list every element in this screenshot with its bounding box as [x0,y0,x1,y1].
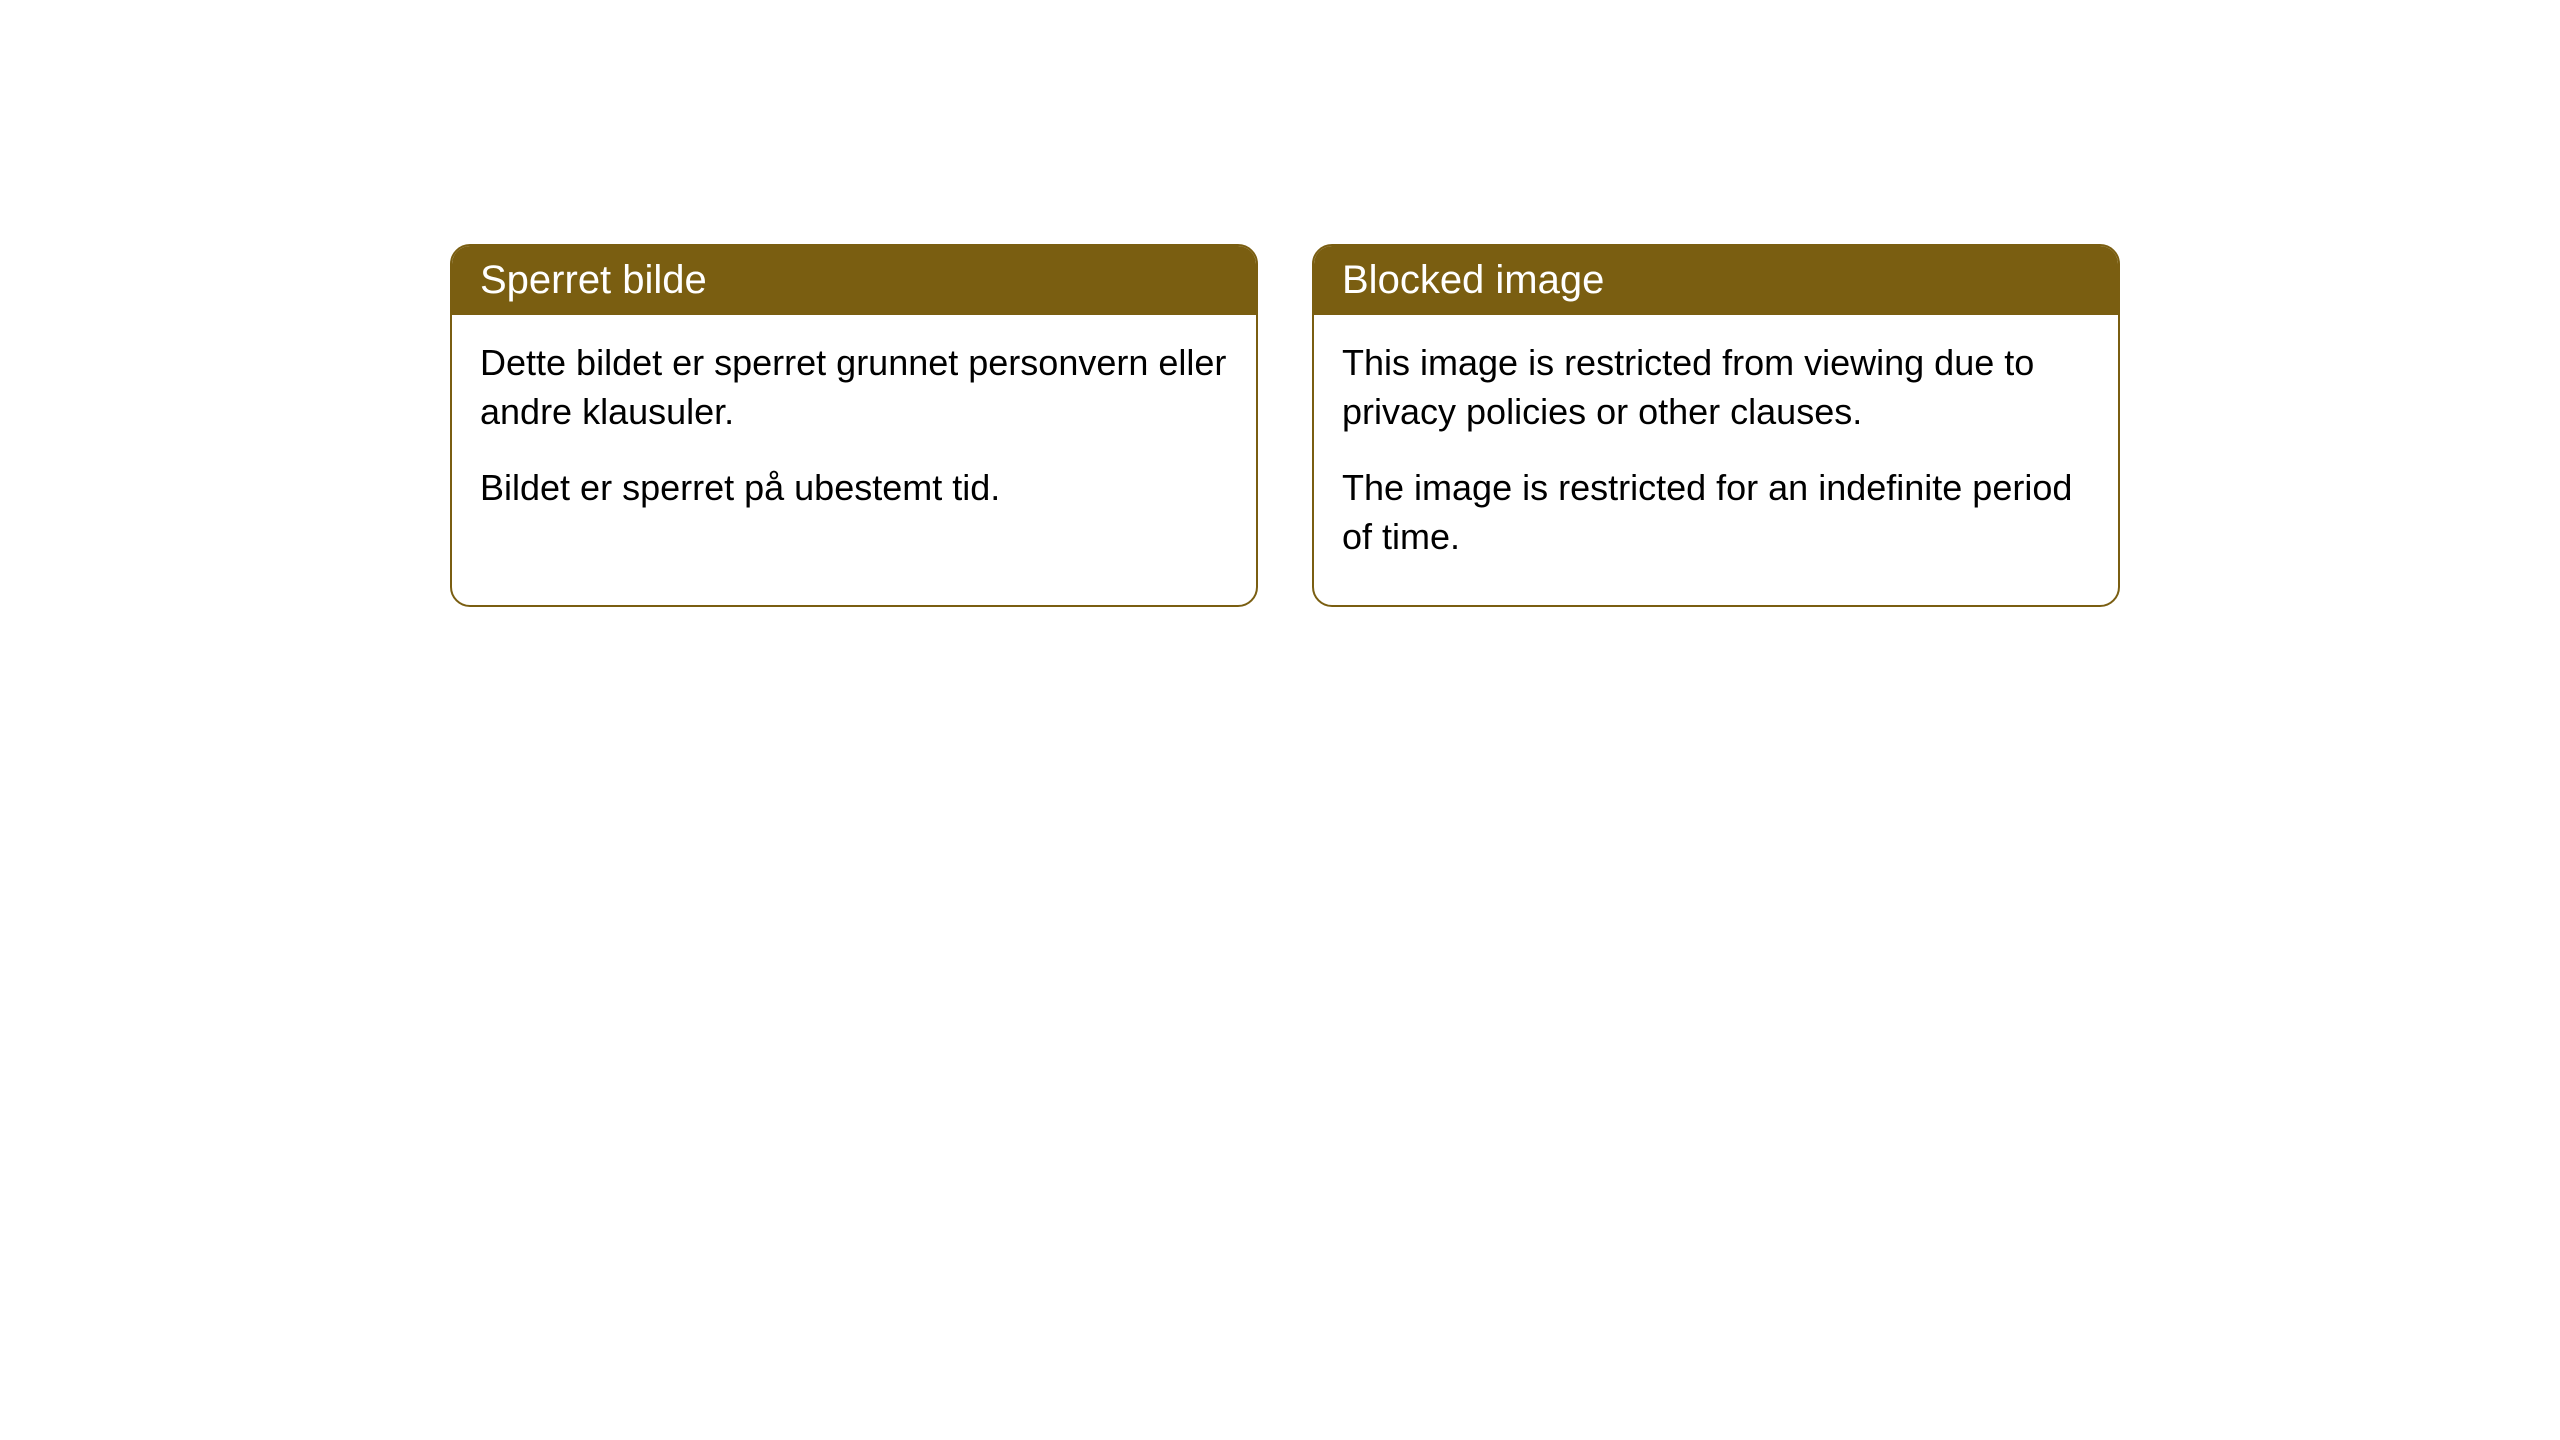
card-paragraph-2: The image is restricted for an indefinit… [1342,464,2090,561]
card-header: Sperret bilde [452,246,1256,315]
card-body: This image is restricted from viewing du… [1314,315,2118,605]
blocked-image-card-norwegian: Sperret bilde Dette bildet er sperret gr… [450,244,1258,607]
card-header: Blocked image [1314,246,2118,315]
card-paragraph-2: Bildet er sperret på ubestemt tid. [480,464,1228,513]
card-paragraph-1: Dette bildet er sperret grunnet personve… [480,339,1228,436]
card-paragraph-1: This image is restricted from viewing du… [1342,339,2090,436]
blocked-image-card-english: Blocked image This image is restricted f… [1312,244,2120,607]
cards-container: Sperret bilde Dette bildet er sperret gr… [450,244,2120,607]
card-body: Dette bildet er sperret grunnet personve… [452,315,1256,557]
